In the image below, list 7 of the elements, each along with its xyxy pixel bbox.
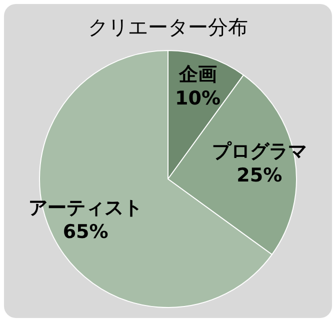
slice-label: プログラマ — [212, 140, 307, 162]
slice-label: 企画 — [178, 63, 217, 86]
data-label: 10% — [175, 87, 221, 110]
data-label: 25% — [236, 164, 282, 186]
slice-label: アーティスト — [28, 196, 143, 219]
data-label: 65% — [62, 220, 108, 243]
chart-title: クリエーター分布 — [87, 14, 249, 41]
